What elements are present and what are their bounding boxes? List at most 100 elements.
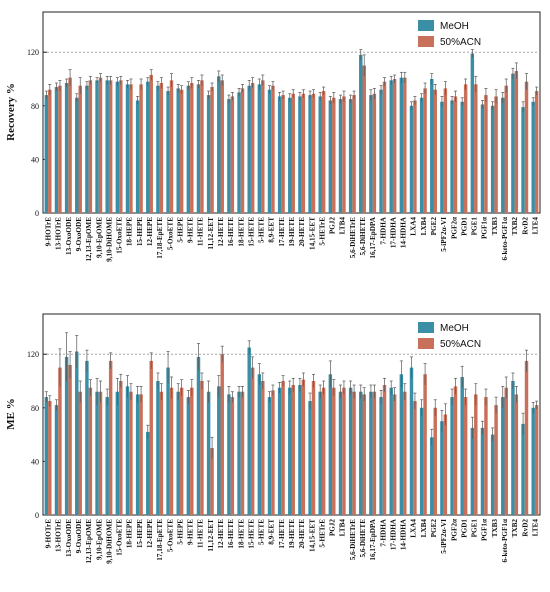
bar-meoh: [389, 387, 393, 515]
x-category-label: 12-HETE: [217, 217, 225, 247]
bar-meoh: [521, 107, 525, 213]
x-category-label: 5-OxoETE: [166, 217, 174, 250]
bar-meoh: [105, 80, 109, 213]
y-tick-label: 80: [31, 102, 39, 111]
bar-acn: [220, 80, 224, 213]
bar-acn: [179, 89, 184, 213]
x-category-label: 9,10-EpOME: [95, 217, 103, 258]
x-category-label: PGE1: [471, 519, 479, 538]
x-category-label: 5-HETE: [258, 217, 266, 243]
bar-meoh: [54, 405, 59, 515]
bar-meoh: [206, 391, 211, 515]
x-category-label: 15-OxoETE: [116, 519, 124, 556]
bar-acn: [413, 401, 417, 515]
bar-acn: [342, 387, 346, 515]
bar-meoh: [95, 391, 99, 515]
x-category-label: 8,9-EET: [268, 519, 276, 545]
bar-meoh: [125, 386, 130, 515]
bar-acn: [463, 397, 468, 515]
bar-meoh: [247, 85, 251, 213]
x-category-label: 9-HETE: [187, 519, 195, 545]
bar-meoh: [369, 95, 373, 213]
legend-swatch: [418, 20, 434, 31]
bar-meoh: [440, 101, 444, 213]
bar-acn: [88, 387, 93, 515]
bar-meoh: [156, 381, 160, 515]
bar-acn: [129, 84, 133, 213]
x-category-label: 13-HOTrE: [55, 217, 63, 250]
bar-meoh: [217, 76, 221, 213]
bar-acn: [362, 394, 366, 515]
y-tick-label: 40: [31, 155, 39, 164]
bar-acn: [179, 387, 184, 515]
bar-meoh: [267, 397, 272, 515]
bar-acn: [98, 77, 103, 213]
bar-meoh: [44, 95, 49, 213]
bar-meoh: [64, 356, 69, 515]
bar-acn: [48, 401, 52, 515]
bar-meoh: [480, 104, 485, 213]
bar-acn: [433, 407, 437, 515]
bar-acn: [200, 80, 204, 213]
y-tick-label: 0: [35, 511, 39, 520]
bar-meoh: [379, 397, 383, 515]
x-category-label: 16,17-EpDPA: [369, 518, 377, 560]
bar-acn: [484, 95, 488, 213]
legend-swatch: [418, 338, 434, 349]
bar-meoh: [166, 91, 170, 213]
bar-acn: [119, 80, 123, 213]
bar-acn: [474, 394, 478, 515]
legend-label: 50%ACN: [440, 37, 481, 48]
bar-meoh: [328, 374, 333, 515]
bar-meoh: [196, 356, 201, 515]
bar-meoh: [146, 431, 150, 515]
bar-acn: [423, 374, 427, 515]
x-category-label: PGF2α: [450, 217, 458, 239]
x-category-label: 12-HEPE: [146, 217, 154, 246]
y-axis-label: Recovery %: [5, 83, 17, 141]
x-category-label: 9-HETE: [187, 217, 195, 243]
bar-acn: [423, 88, 427, 213]
bar-meoh: [470, 427, 475, 515]
bar-acn: [352, 95, 356, 213]
bar-meoh: [85, 85, 89, 213]
x-category-label: 9,10-DiHOME: [105, 519, 113, 564]
y-tick-label: 40: [31, 457, 39, 466]
bar-meoh: [511, 73, 515, 213]
bar-acn: [403, 77, 407, 213]
bar-meoh: [115, 81, 120, 214]
bar-meoh: [430, 437, 434, 515]
x-category-label: 13-OxoODE: [65, 519, 73, 557]
bar-acn: [382, 385, 387, 515]
bar-acn: [443, 88, 448, 213]
bar-acn: [139, 394, 143, 515]
bar-acn: [58, 85, 62, 213]
x-category-label: 15-HETE: [247, 217, 255, 247]
bar-acn: [68, 77, 72, 213]
x-category-label: 20-HETE: [298, 217, 306, 247]
bar-acn: [119, 381, 123, 515]
bar-acn: [514, 394, 519, 515]
bar-meoh: [308, 95, 312, 213]
bar-meoh: [409, 105, 414, 213]
bar-meoh: [288, 97, 292, 213]
bar-acn: [524, 360, 529, 515]
bar-meoh: [359, 391, 363, 515]
bar-meoh: [95, 80, 99, 213]
bar-meoh: [75, 97, 79, 213]
bar-meoh: [186, 85, 191, 213]
bar-meoh: [460, 101, 464, 213]
x-category-label: 15-HEPE: [136, 217, 144, 246]
bar-meoh: [338, 99, 343, 213]
bar-acn: [372, 391, 377, 515]
x-category-label: 9-OxoODE: [75, 519, 83, 554]
bar-acn: [271, 390, 275, 515]
bar-meoh: [501, 97, 505, 213]
bar-meoh: [531, 101, 535, 213]
x-category-label: LTE4: [531, 217, 539, 235]
x-category-label: TXB2: [511, 217, 519, 236]
bar-acn: [190, 83, 194, 214]
x-category-label: 5-HETrE: [318, 519, 326, 548]
x-category-label: 5-iPF2α-VI: [440, 519, 448, 554]
bar-acn: [362, 65, 366, 213]
